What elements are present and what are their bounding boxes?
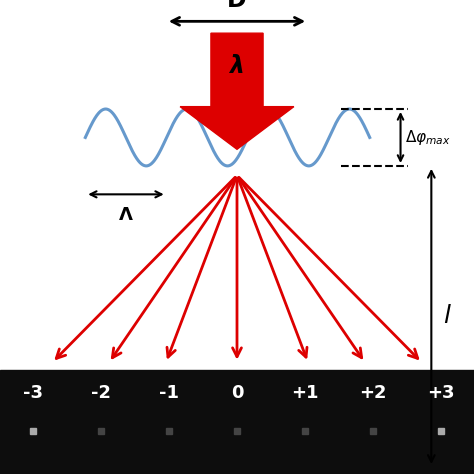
Text: +1: +1 (291, 384, 319, 402)
Bar (0, 370, 474, 474)
FancyArrow shape (180, 33, 294, 149)
Text: +2: +2 (359, 384, 387, 402)
Text: -2: -2 (91, 384, 111, 402)
Text: Λ: Λ (119, 206, 133, 224)
Text: D: D (227, 0, 247, 12)
Text: $\Delta\varphi_{max}$: $\Delta\varphi_{max}$ (405, 128, 451, 147)
Text: λ: λ (229, 54, 245, 78)
Text: -1: -1 (159, 384, 179, 402)
Text: l: l (443, 304, 450, 328)
Text: +3: +3 (427, 384, 455, 402)
Text: 0: 0 (231, 384, 243, 402)
Text: -3: -3 (23, 384, 43, 402)
